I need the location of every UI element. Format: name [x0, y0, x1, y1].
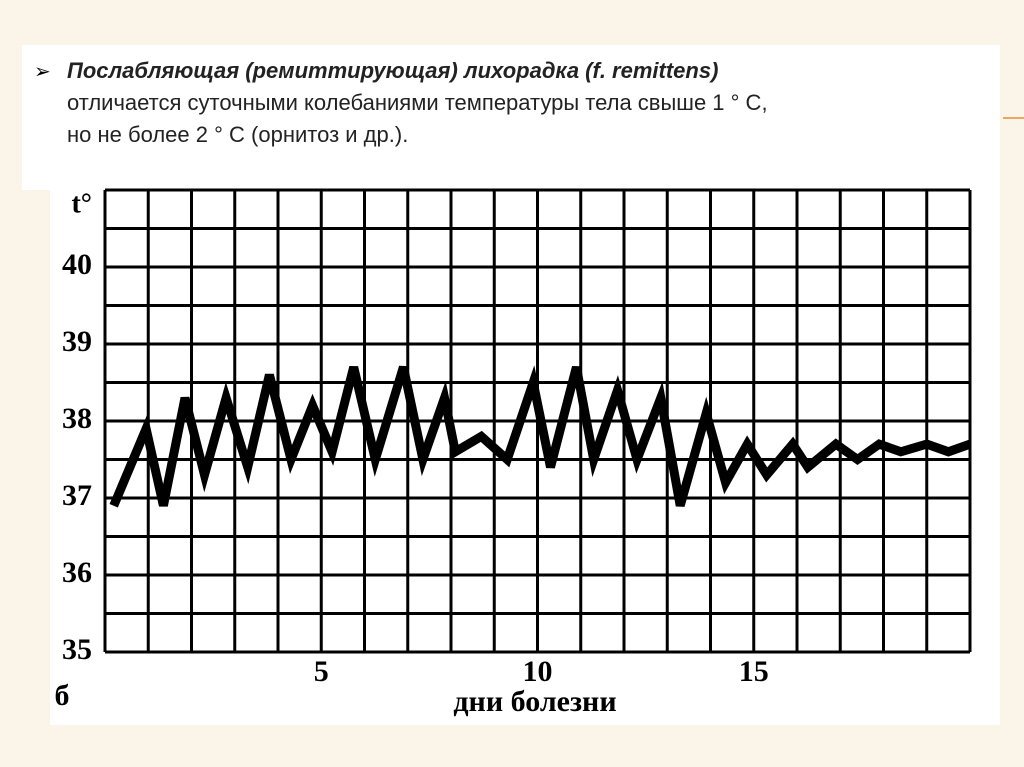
x-tick-label: 10	[523, 655, 553, 688]
y-tick-label: 39	[62, 325, 92, 358]
temperature-line	[109, 365, 972, 508]
bullet-text: Послабляющая (ремиттирующая) лихорадка (…	[67, 55, 768, 151]
x-tick-label: 15	[739, 655, 769, 688]
x-axis-label: дни болезни	[453, 685, 616, 718]
decor-line	[1003, 117, 1024, 119]
bullet-line: но не более 2 ° С (орнитоз и др.).	[67, 122, 409, 147]
y-tick-label: 35	[62, 633, 92, 666]
x-tick-label: 5	[314, 655, 329, 688]
y-tick-label: 38	[62, 402, 92, 435]
y-tick-label: 37	[62, 479, 92, 512]
y-tick-label: 40	[62, 248, 92, 281]
bullet-icon: ➢	[34, 61, 51, 83]
bullet-line: отличается суточными колебаниями темпера…	[67, 90, 768, 115]
y-axis-label: t°	[71, 188, 92, 219]
corner-label: б	[55, 679, 70, 712]
y-tick-label: 36	[62, 556, 92, 589]
bullet-title: Послабляющая (ремиттирующая) лихорадка (…	[67, 58, 719, 83]
